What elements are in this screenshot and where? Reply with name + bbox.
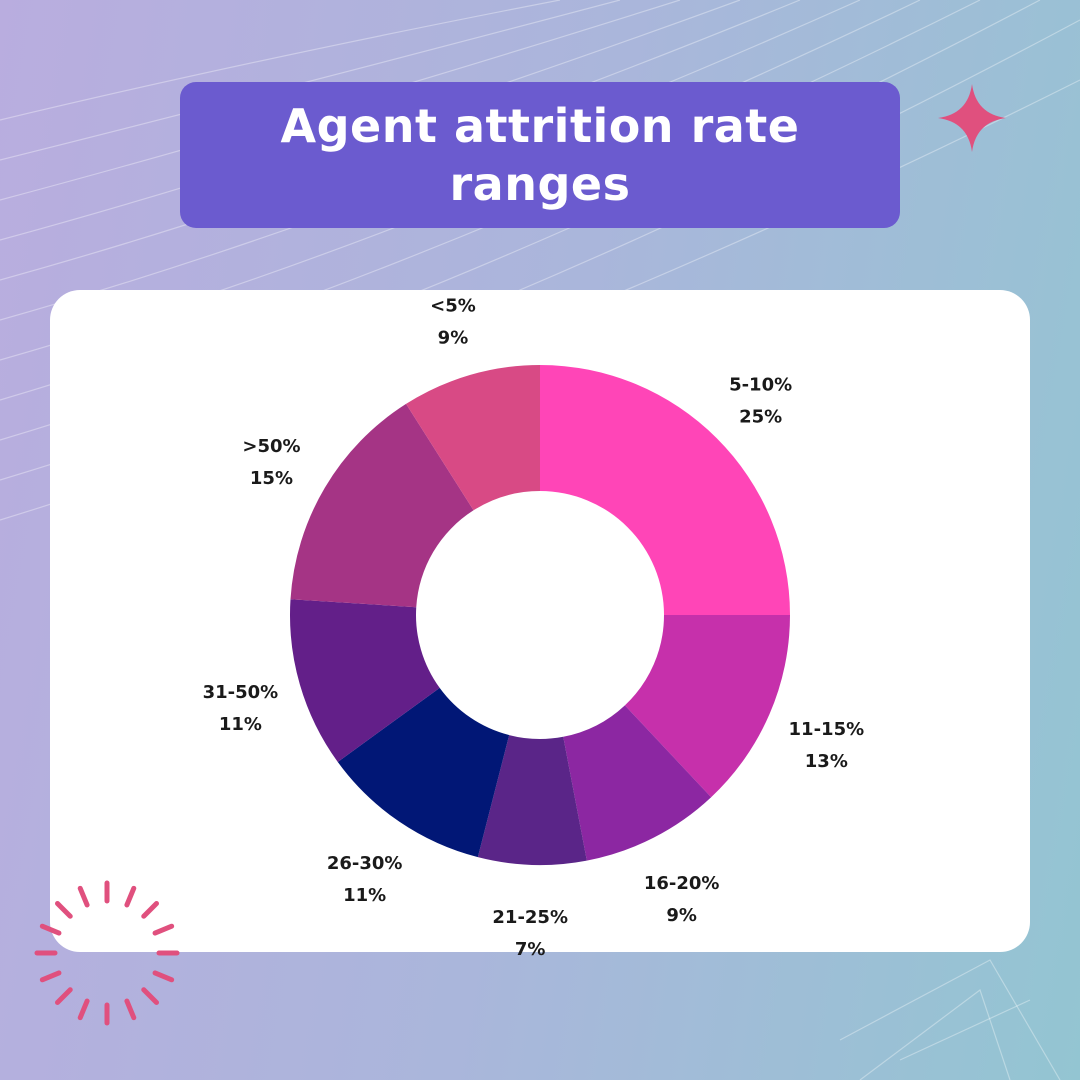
slice-category-label: >50%	[242, 436, 300, 457]
burst-ray	[77, 998, 90, 1021]
slice-category-label: 16-20%	[644, 873, 720, 894]
slice-value-label: 11%	[343, 885, 386, 906]
burst-ray	[152, 923, 175, 936]
donut-slice	[624, 615, 790, 798]
slice-value-label: 9%	[438, 327, 469, 348]
slice-value-label: 13%	[805, 751, 848, 772]
slice-value-label: 25%	[739, 406, 782, 427]
burst-icon	[34, 880, 180, 1026]
slice-category-label: 26-30%	[327, 853, 403, 874]
burst-ray	[141, 987, 159, 1005]
burst-ray	[39, 970, 62, 983]
chart-title: Agent attrition rate ranges	[280, 99, 800, 211]
donut-slice	[477, 735, 587, 865]
burst-ray	[124, 998, 137, 1021]
slice-value-label: 9%	[666, 905, 697, 926]
slice-category-label: 11-15%	[789, 719, 865, 740]
donut-slice	[337, 687, 510, 858]
donut-slice	[290, 403, 474, 608]
slice-category-label: 31-50%	[203, 682, 279, 703]
slice-value-label: 15%	[250, 468, 293, 489]
slice-category-label: 21-25%	[492, 907, 568, 928]
burst-ray	[55, 901, 73, 919]
burst-ray	[55, 987, 73, 1005]
slice-category-label: 5-10%	[729, 374, 792, 395]
title-banner: Agent attrition rate ranges	[180, 82, 900, 228]
donut-slice	[290, 599, 440, 762]
burst-ray	[124, 885, 137, 908]
burst-ray	[39, 923, 62, 936]
burst-ray	[141, 901, 159, 919]
burst-ray	[77, 885, 90, 908]
slice-category-label: <5%	[430, 295, 476, 316]
donut-slice	[540, 365, 790, 615]
donut-slice	[406, 365, 540, 511]
slice-value-label: 7%	[515, 939, 546, 960]
sparkle-icon	[938, 84, 1006, 152]
donut-slice	[563, 705, 712, 861]
slice-value-label: 11%	[219, 714, 262, 735]
burst-ray	[152, 970, 175, 983]
